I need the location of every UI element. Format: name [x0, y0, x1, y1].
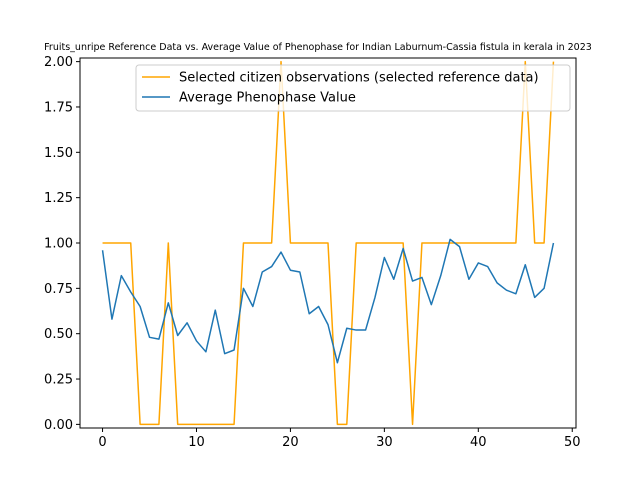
y-tick-label: 1.00: [44, 237, 73, 252]
x-tick-label: 10: [188, 435, 205, 450]
y-tick-label: 0.00: [44, 418, 73, 433]
x-tick-label: 30: [376, 435, 393, 450]
y-tick-label: 0.50: [44, 327, 73, 342]
chart-title: Fruits_unripe Reference Data vs. Average…: [44, 42, 592, 53]
series-layer: [101, 60, 555, 426]
y-tick-label: 2.00: [44, 55, 73, 70]
legend-label-reference: Selected citizen observations (selected …: [179, 71, 539, 86]
y-axis: 0.00 0.25 0.50 0.75 1.00 1.25 1.50 1.75 2.00: [44, 55, 80, 433]
x-tick-label: 40: [470, 435, 487, 450]
x-tick-label: 20: [282, 435, 299, 450]
x-axis: 0 10 20 30 40 50: [98, 428, 581, 450]
legend-label-average: Average Phenophase Value: [179, 91, 356, 106]
legend: Selected citizen observations (selected …: [135, 64, 571, 112]
y-tick-label: 1.75: [44, 100, 73, 115]
x-tick-label: 50: [564, 435, 581, 450]
legend-box: [135, 64, 571, 112]
y-tick-label: 0.75: [44, 282, 73, 297]
y-tick-label: 1.50: [44, 146, 73, 161]
x-tick-label: 0: [98, 435, 106, 450]
y-tick-label: 1.25: [44, 191, 73, 206]
y-tick-label: 0.25: [44, 373, 73, 388]
series-line-1: [101, 238, 555, 364]
series-line-0: [102, 60, 555, 426]
